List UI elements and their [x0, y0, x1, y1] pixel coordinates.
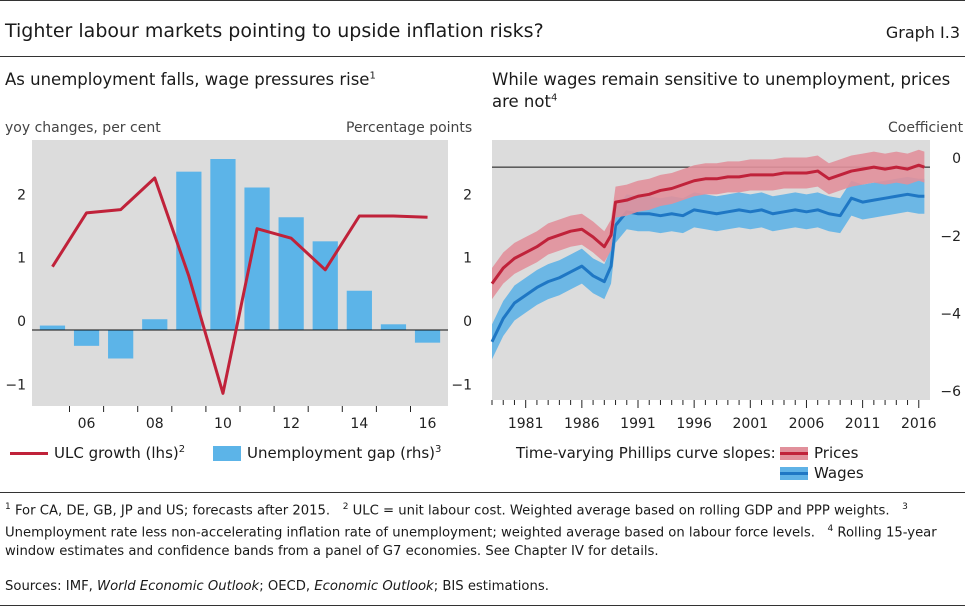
unemployment-gap-bar: [210, 159, 236, 330]
right-chart: 1981 1986 1991 1996 2001 2006 2011 2016−6 −4 −2 0: [490, 140, 961, 432]
right-x-tick-label: 2001: [732, 416, 768, 432]
sources: Sources: IMF, World Economic Outlook; OE…: [5, 578, 549, 596]
unemployment-gap-bar: [39, 325, 66, 330]
unemployment-gap-bar: [142, 319, 168, 330]
right-x-tick-label: 1981: [508, 416, 544, 432]
left-rhs-tick-label: −1: [451, 377, 472, 393]
right-x-tick-label: 1996: [676, 416, 712, 432]
footnote-rule: [0, 492, 965, 493]
footnotes: 1 For CA, DE, GB, JP and US; forecasts a…: [5, 498, 960, 561]
legend-gap-note: 3: [435, 444, 442, 455]
sources-weo: World Economic Outlook: [97, 579, 260, 594]
left-plot-area: [32, 140, 448, 406]
legend-ulc-swatch: [10, 452, 48, 455]
left-rhs-tick-label: 2: [463, 187, 472, 203]
legend-prices-swatch: [780, 447, 808, 460]
left-x-tick-label: 10: [214, 416, 232, 432]
legend-prices: Prices: [780, 444, 858, 462]
left-lhs-unit: yoy changes, per cent: [5, 120, 161, 136]
left-rhs-tick-label: 1: [463, 251, 472, 267]
unemployment-gap-bar: [108, 330, 134, 359]
graph-id: Graph I.3: [885, 23, 960, 42]
sources-mid: ; OECD,: [259, 579, 311, 594]
unemployment-gap-bar: [414, 330, 441, 343]
left-x-tick-label: 08: [146, 416, 164, 432]
legend-phillips-title: Time-varying Phillips curve slopes:: [516, 444, 776, 462]
left-subtitle: As unemployment falls, wage pressures ri…: [5, 70, 376, 89]
legend-ulc: ULC growth (lhs)2: [10, 444, 185, 462]
top-rule: [0, 0, 965, 1]
left-x-tick-label: 16: [419, 416, 437, 432]
right-subtitle-line2-text: are not: [492, 92, 551, 111]
right-subtitle-line2: are not4: [492, 92, 557, 111]
left-subtitle-text: As unemployment falls, wage pressures ri…: [5, 70, 370, 89]
footnote-2: ULC = unit labour cost. Weighted average…: [352, 503, 890, 519]
legend-ulc-label: ULC growth (lhs): [54, 444, 179, 462]
right-x-tick-label: 2016: [901, 416, 937, 432]
unemployment-gap-bar: [346, 290, 372, 330]
unemployment-gap-bar: [380, 324, 407, 330]
bottom-rule: [0, 605, 965, 606]
right-y-tick-label: −2: [940, 229, 961, 245]
right-y-tick-label: −4: [940, 306, 961, 322]
ulc-growth-line: [51, 176, 428, 395]
footnote-3: Unemployment rate less non-accelerating …: [5, 525, 815, 541]
header-rule: [0, 56, 965, 57]
right-x-tick-label: 1986: [564, 416, 600, 432]
right-subtitle-note: 4: [550, 92, 558, 104]
left-lhs-tick-label: 1: [17, 251, 26, 267]
left-subtitle-note: 1: [369, 70, 376, 82]
wages-slope-line: [490, 192, 925, 343]
legend-wages-label: Wages: [814, 464, 864, 482]
right-x-tick-label: 2006: [789, 416, 825, 432]
legend-gap-label: Unemployment gap (rhs): [247, 444, 435, 462]
unemployment-gap-bar: [73, 330, 100, 346]
left-x-tick-label: 12: [282, 416, 300, 432]
left-lhs-tick-label: −1: [5, 377, 26, 393]
wages-confidence-band: [492, 176, 925, 360]
page-title: Tighter labour markets pointing to upsid…: [5, 20, 544, 42]
footnote-4-marker: 4: [827, 524, 834, 535]
footnote-2-marker: 2: [342, 502, 349, 512]
left-rhs-unit: Percentage points: [346, 120, 473, 136]
legend-prices-label: Prices: [814, 444, 859, 462]
legend-gap-swatch: [213, 446, 241, 461]
footnote-4: Rolling 15-year window estimates and con…: [5, 525, 937, 559]
legend-wages-swatch: [780, 467, 808, 480]
right-x-tick-label: 2011: [845, 416, 881, 432]
sources-prefix: Sources: IMF,: [5, 579, 93, 594]
left-rhs-tick-label: 0: [463, 314, 472, 330]
right-y-tick-label: −6: [940, 384, 961, 400]
legend-wages: Wages: [780, 464, 864, 482]
unemployment-gap-bar: [244, 187, 270, 330]
right-rhs-unit: Coefficient: [888, 120, 964, 136]
sources-suffix: ; BIS estimations.: [433, 579, 549, 594]
right-subtitle-line1: While wages remain sensitive to unemploy…: [492, 70, 951, 89]
footnote-3-marker: 3: [902, 502, 908, 512]
left-chart: −1 −10 01 12 206 08 10 12 14 16: [5, 140, 472, 432]
footnote-1: For CA, DE, GB, JP and US; forecasts aft…: [14, 503, 331, 519]
left-lhs-tick-label: 2: [17, 187, 26, 203]
left-lhs-tick-label: 0: [17, 314, 26, 330]
left-x-tick-label: 14: [350, 416, 368, 432]
footnote-1-marker: 1: [5, 502, 11, 512]
right-x-tick-label: 1991: [620, 416, 656, 432]
sources-eo: Economic Outlook: [314, 579, 434, 594]
right-y-tick-label: 0: [952, 151, 961, 167]
legend-gap: Unemployment gap (rhs)3: [213, 444, 441, 462]
prices-slope-line: [490, 163, 925, 285]
legend-ulc-note: 2: [178, 444, 186, 455]
left-x-tick-label: 06: [78, 416, 96, 432]
